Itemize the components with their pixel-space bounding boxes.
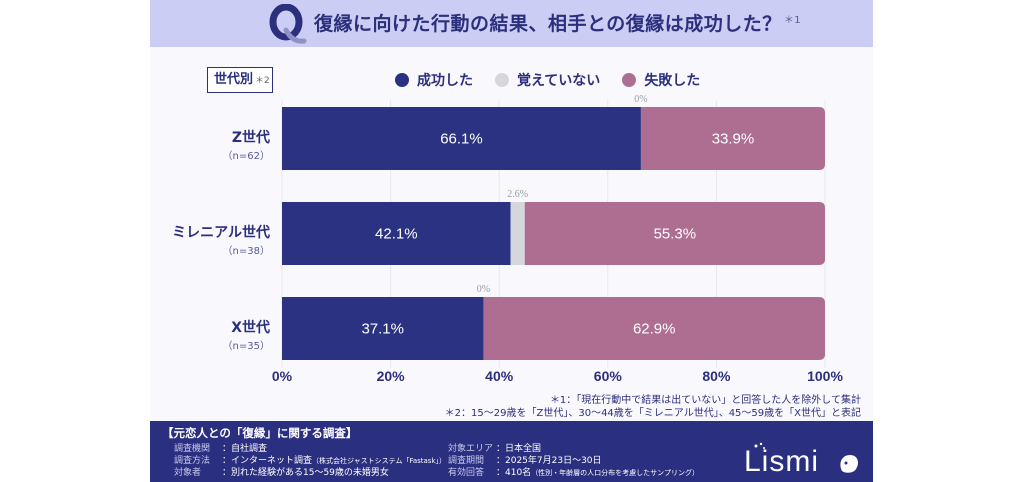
survey-info-left: 調査機関 ：自社調査 調査方法 ：インターネット調査 （株式会社ジャストシステム… bbox=[174, 443, 446, 479]
info-key: 調査期間 bbox=[448, 456, 485, 466]
logo-text: Lismi bbox=[744, 445, 819, 477]
row-label-millennial: ミレニアル世代 （n=38） bbox=[172, 222, 270, 257]
survey-title: 【元恋人との「復縁」に関する調査】 bbox=[162, 426, 358, 440]
info-key: 調査機関 bbox=[174, 444, 211, 454]
squirrel-icon bbox=[840, 455, 858, 473]
bar-segment-success bbox=[282, 202, 511, 265]
row-sample-size: （n=62） bbox=[222, 151, 270, 162]
legend-label-unknown: 覚えていない bbox=[517, 73, 601, 89]
info-row: 対象者 ：別れた経験がある15～59歳の未婚男女 bbox=[174, 467, 446, 479]
squirrel-eye bbox=[844, 461, 848, 465]
x-tick-label: 60% bbox=[594, 368, 623, 384]
legend-dot-unknown bbox=[495, 73, 509, 87]
info-value: ：自社調査 bbox=[222, 444, 268, 454]
question-title: 復縁に向けた行動の結果、相手との復縁は成功した？ ＊1 bbox=[314, 9, 801, 36]
info-value-note: （性別・年齢層の人口分布を考慮したサンプリング） bbox=[531, 469, 699, 477]
info-value: ：インターネット調査 bbox=[222, 456, 313, 466]
x-tick-label: 80% bbox=[702, 368, 731, 384]
data-label-failure: 33.9% bbox=[712, 131, 755, 148]
info-value: ：日本全国 bbox=[496, 444, 542, 454]
logo-sparkle bbox=[754, 444, 758, 448]
legend-dot-failure bbox=[622, 73, 637, 87]
footnote-1: ＊1：「現在行動中で結果は出ていない」と回答した人を除外して集計 bbox=[549, 395, 861, 406]
logo-sparkle bbox=[763, 447, 765, 449]
info-value: ：410名 bbox=[496, 468, 532, 478]
legend-item-success: 成功した bbox=[395, 70, 473, 90]
row-name: Z世代 bbox=[231, 130, 270, 146]
x-tick-label: 20% bbox=[377, 368, 406, 384]
data-label-success: 42.1% bbox=[375, 226, 418, 243]
row-name: X世代 bbox=[231, 320, 270, 336]
x-tick-label: 0% bbox=[272, 368, 293, 384]
row-label-z: Z世代 （n=62） bbox=[223, 127, 270, 162]
segment-note: ＊2 bbox=[255, 76, 270, 86]
bar-segment-success bbox=[282, 107, 641, 170]
data-label-unknown: 2.6% bbox=[507, 189, 528, 200]
info-key: 対象者 bbox=[174, 468, 202, 478]
legend-label-failure: 失敗した bbox=[644, 73, 701, 89]
row-sample-size: （n=35） bbox=[222, 341, 270, 352]
x-tick-label: 40% bbox=[485, 368, 514, 384]
bar-segment-failure bbox=[483, 297, 825, 360]
segment-label: 世代別 bbox=[214, 72, 254, 87]
data-label-success: 66.1% bbox=[440, 131, 483, 148]
question-header: 復縁に向けた行動の結果、相手との復縁は成功した？ ＊1 bbox=[150, 0, 873, 47]
info-row: 有効回答 ：410名 （性別・年齢層の人口分布を考慮したサンプリング） bbox=[448, 467, 699, 479]
info-key: 有効回答 bbox=[448, 468, 485, 478]
chart-legend: 成功した 覚えていない 失敗した bbox=[395, 70, 700, 90]
bar-segment-unknown bbox=[510, 202, 525, 265]
data-label-failure: 62.9% bbox=[633, 321, 676, 338]
row-label-x: X世代 （n=35） bbox=[223, 317, 270, 352]
bar-segment-failure bbox=[524, 202, 825, 265]
data-label-unknown: 0% bbox=[477, 284, 490, 295]
lismi-logo: Lismi bbox=[744, 442, 858, 477]
info-row: 調査方法 ：インターネット調査 （株式会社ジャストシステム「Fastask」） bbox=[174, 455, 446, 467]
info-row: 調査機関 ：自社調査 bbox=[174, 443, 446, 455]
footnotes: ＊1：「現在行動中で結果は出ていない」と回答した人を除外して集計 ＊2：15～2… bbox=[445, 394, 861, 420]
data-label-unknown: 0% bbox=[634, 94, 647, 105]
info-value: ：別れた経験がある15～59歳の未婚男女 bbox=[222, 468, 389, 478]
q-mark-icon bbox=[269, 4, 307, 44]
row-sample-size: （n=38） bbox=[222, 246, 270, 257]
logo-sparkle bbox=[759, 442, 763, 446]
legend-label-success: 成功した bbox=[417, 73, 473, 89]
footnote-2: ＊2：15～29歳を「Z世代」、30～44歳を「ミレニアル世代」、45～59歳を… bbox=[444, 408, 861, 419]
question-title-text: 復縁に向けた行動の結果、相手との復縁は成功した？ bbox=[314, 13, 782, 35]
info-value: ：2025年7月23日～30日 bbox=[496, 456, 602, 466]
legend-item-failure: 失敗した bbox=[622, 70, 700, 90]
data-label-success: 37.1% bbox=[361, 321, 404, 338]
survey-info-right: 対象エリア ：日本全国 調査期間 ：2025年7月23日～30日 有効回答 ：4… bbox=[448, 443, 699, 479]
survey-footer: 【元恋人との「復縁」に関する調査】 調査機関 ：自社調査 調査方法 ：インターネ… bbox=[150, 421, 873, 482]
x-tick-label: 100% bbox=[807, 368, 843, 384]
question-title-note: ＊1 bbox=[783, 14, 802, 26]
legend-item-unknown: 覚えていない bbox=[495, 70, 600, 90]
info-row: 対象エリア ：日本全国 bbox=[448, 443, 699, 455]
row-name: ミレニアル世代 bbox=[172, 225, 270, 241]
info-value-note: （株式会社ジャストシステム「Fastask」） bbox=[312, 457, 447, 465]
stacked-bar-chart: 0% 20% 40% 60% 80% 100% 66.1% 0% 33.9% 42.1% 2.6% 5… bbox=[272, 94, 844, 384]
info-key: 調査方法 bbox=[174, 456, 211, 466]
data-label-failure: 55.3% bbox=[654, 226, 697, 243]
bar-segment-success bbox=[282, 297, 484, 360]
info-row: 調査期間 ：2025年7月23日～30日 bbox=[448, 455, 699, 467]
info-key: 対象エリア bbox=[448, 444, 494, 454]
legend-dot-success bbox=[395, 73, 409, 87]
infographic-panel: 復縁に向けた行動の結果、相手との復縁は成功した？ ＊1 世代別 ＊2 成功した 覚え… bbox=[150, 0, 873, 482]
segment-label-box: 世代別 ＊2 bbox=[207, 67, 273, 93]
bar-segment-failure bbox=[640, 107, 825, 170]
